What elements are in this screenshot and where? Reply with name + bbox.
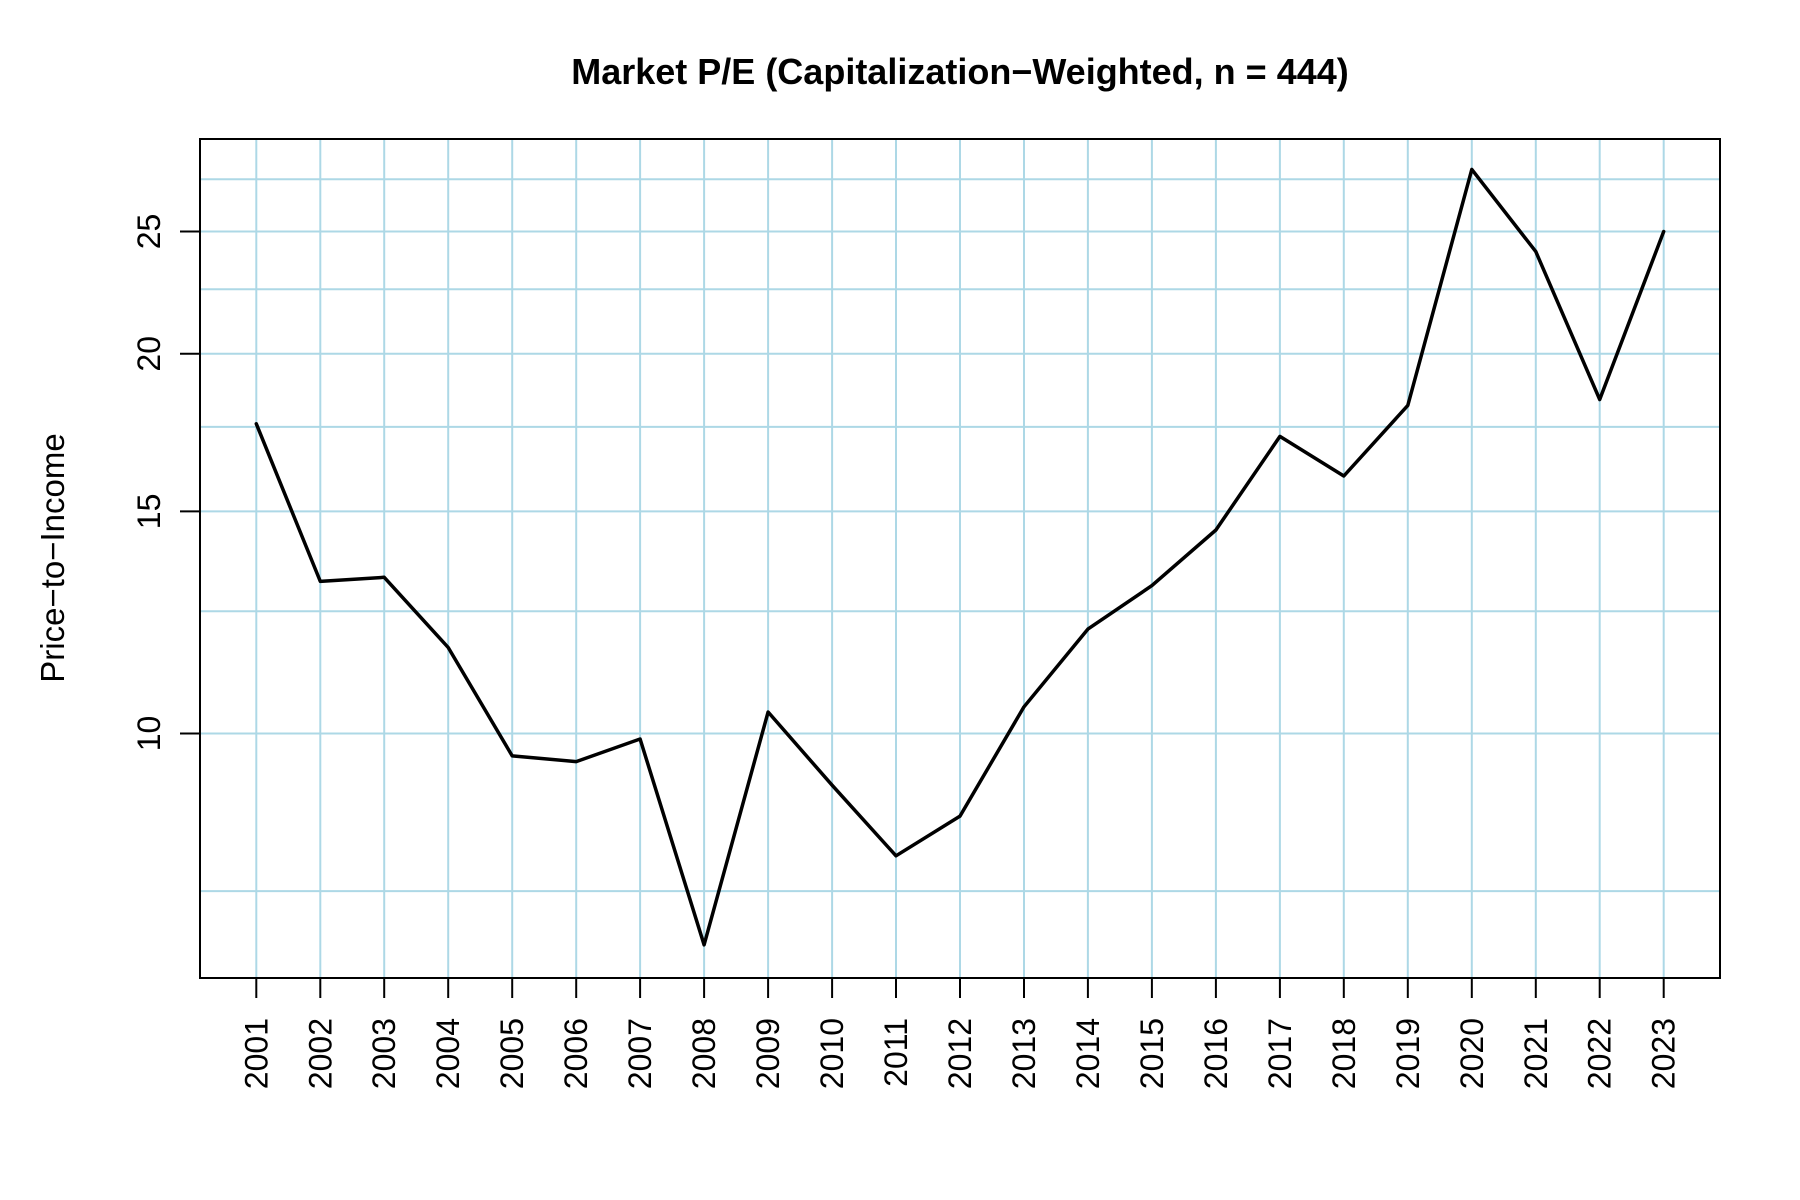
y-tick-label: 25 bbox=[131, 214, 167, 250]
x-tick-label: 2012 bbox=[942, 1018, 978, 1089]
x-axis-tick-labels: 2001 2002 2003 2004 2005 2006 2007 2008 2009 2010… bbox=[238, 1018, 1681, 1089]
x-tick-label: 2017 bbox=[1262, 1018, 1298, 1089]
x-tick-label: 2018 bbox=[1326, 1018, 1362, 1089]
y-axis-label: Price−to−Income bbox=[34, 433, 71, 682]
gridlines bbox=[200, 139, 1720, 978]
x-tick-label: 2001 bbox=[238, 1018, 274, 1089]
x-tick-label: 2016 bbox=[1198, 1018, 1234, 1089]
x-tick-label: 2019 bbox=[1390, 1018, 1426, 1089]
x-tick-label: 2013 bbox=[1006, 1018, 1042, 1089]
x-tick-label: 2007 bbox=[622, 1018, 658, 1089]
x-tick-label: 2004 bbox=[430, 1018, 466, 1089]
y-axis-ticks bbox=[180, 230, 200, 735]
y-axis-tick-labels: 10 15 20 25 bbox=[131, 214, 167, 752]
y-tick-label: 20 bbox=[131, 336, 167, 372]
x-tick-label: 2003 bbox=[366, 1018, 402, 1089]
x-tick-label: 2005 bbox=[494, 1018, 530, 1089]
x-tick-label: 2009 bbox=[750, 1018, 786, 1089]
x-axis-ticks bbox=[255, 978, 1665, 998]
pe-series-line bbox=[254, 167, 1666, 947]
x-tick-label: 2010 bbox=[814, 1018, 850, 1089]
x-tick-label: 2011 bbox=[878, 1018, 914, 1087]
x-tick-label: 2015 bbox=[1134, 1018, 1170, 1089]
x-tick-label: 2006 bbox=[558, 1018, 594, 1089]
x-tick-label: 2014 bbox=[1070, 1018, 1106, 1089]
x-tick-label: 2020 bbox=[1454, 1018, 1490, 1089]
chart-title: Market P/E (Capitalization−Weighted, n =… bbox=[571, 51, 1349, 92]
y-tick-label: 10 bbox=[131, 716, 167, 752]
x-tick-label: 2021 bbox=[1518, 1018, 1554, 1089]
x-tick-label: 2002 bbox=[302, 1018, 338, 1089]
x-tick-label: 2023 bbox=[1646, 1018, 1682, 1089]
y-tick-label: 15 bbox=[131, 494, 167, 530]
x-tick-label: 2022 bbox=[1582, 1018, 1618, 1089]
x-tick-label: 2008 bbox=[686, 1018, 722, 1089]
